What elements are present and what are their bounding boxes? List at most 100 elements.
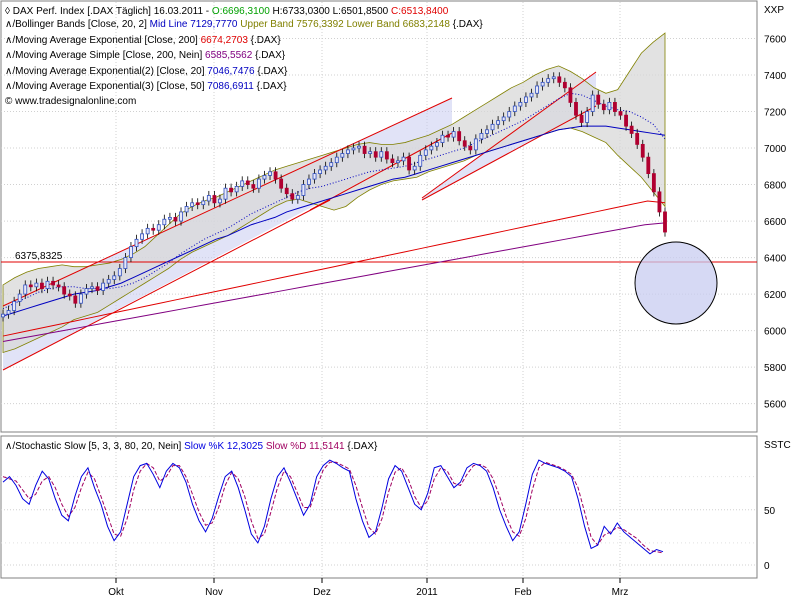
- candle: [568, 87, 573, 103]
- candle: [90, 286, 94, 290]
- y-tick-label: 6200: [764, 290, 787, 301]
- close-value: C:6513,8400: [391, 6, 449, 17]
- candle: [423, 149, 428, 156]
- stochastic-tick-label: 0: [764, 561, 770, 572]
- candle: [140, 233, 144, 240]
- x-tick-label: Feb: [514, 587, 532, 598]
- candle: [579, 114, 584, 123]
- candle: [651, 173, 656, 193]
- candle: [473, 138, 478, 151]
- channel-lower-line-1: [2, 199, 331, 371]
- support-line-label: 6375,8325: [15, 251, 63, 262]
- y-tick-label: 6600: [764, 217, 787, 228]
- candle: [112, 275, 117, 280]
- channel-upper-line-2: [421, 71, 597, 199]
- sma-200-line: [2, 222, 666, 343]
- candle: [524, 96, 528, 103]
- channel-upper-line-1: [2, 97, 453, 307]
- candle: [190, 202, 195, 207]
- candle: [240, 180, 245, 187]
- stochastic-tick-labels: 0 50: [764, 506, 776, 572]
- candle: [34, 282, 39, 288]
- candle: [329, 162, 334, 167]
- candle: [529, 92, 534, 98]
- candle: [268, 171, 272, 176]
- candle: [12, 300, 17, 311]
- candle: [457, 131, 462, 142]
- candle: [396, 160, 400, 164]
- candle: [307, 178, 311, 185]
- x-tick-label: 2011: [416, 587, 438, 598]
- candle: [156, 224, 161, 231]
- y-tick-label: 6400: [764, 254, 787, 265]
- candle: [368, 151, 373, 154]
- candle: [501, 116, 506, 122]
- candle: [535, 85, 539, 94]
- candle: [451, 131, 456, 138]
- candle: [646, 156, 651, 174]
- candle: [162, 218, 167, 226]
- legend-bollinger[interactable]: ∧/Bollinger Bands [Close, 20, 2] Mid Lin…: [5, 19, 483, 30]
- ema-50-line: [2, 125, 666, 317]
- candle: [106, 279, 111, 284]
- candle: [167, 217, 172, 220]
- candle: [1, 313, 5, 318]
- candle: [284, 187, 289, 195]
- x-tick-label: Mrz: [612, 587, 629, 598]
- y-tick-label: 7600: [764, 35, 787, 46]
- candle: [540, 81, 545, 87]
- candle: [607, 102, 612, 111]
- candle: [301, 184, 306, 196]
- candle: [479, 133, 484, 140]
- candle: [512, 105, 517, 112]
- y-tick-label: 7200: [764, 108, 787, 119]
- candle: [23, 284, 28, 295]
- candle: [618, 111, 623, 116]
- candle: [496, 120, 501, 125]
- collapse-icon[interactable]: ◊: [5, 6, 13, 17]
- y-tick-label: 5800: [764, 363, 787, 374]
- legend-ema-200[interactable]: ∧/Moving Average Exponential [Close, 200…: [5, 35, 281, 46]
- oscillator-content: [1, 437, 757, 577]
- stochastic-d-line: [2, 461, 664, 554]
- candle: [28, 284, 33, 288]
- candle: [334, 156, 339, 164]
- candle: [418, 154, 423, 167]
- candle: [101, 282, 106, 291]
- header-legend: ◊ DAX Perf. Index [.DAX Täglich] 16.03.2…: [5, 6, 483, 107]
- candle: [245, 180, 250, 185]
- candle: [40, 282, 44, 290]
- stochastic-legend[interactable]: ∧/Stochastic Slow [5, 3, 3, 80, 20, Nein…: [5, 441, 378, 452]
- channel-lower-line-2: [421, 105, 597, 201]
- chart-header: ◊ DAX Perf. Index [.DAX Täglich] 16.03.2…: [5, 6, 449, 17]
- low-value: L:6501,8500: [333, 6, 389, 17]
- candle: [601, 103, 606, 111]
- candle: [485, 129, 489, 134]
- legend-sma-200[interactable]: ∧/Moving Average Simple [Close, 200, Nei…: [5, 50, 286, 61]
- x-tick-label: Dez: [313, 587, 331, 598]
- x-tick-label: Okt: [108, 587, 124, 598]
- candle: [323, 165, 328, 171]
- candle: [384, 151, 389, 160]
- candle: [184, 206, 189, 213]
- candle: [62, 286, 67, 295]
- candle: [17, 293, 22, 302]
- legend-ema-20[interactable]: ∧/Moving Average Exponential(2) [Close, …: [5, 66, 288, 77]
- candle: [345, 149, 350, 154]
- y-tick-labels: 5600 5800 6000 6200 6400 6600 6800 7000 7200 7400…: [764, 35, 787, 411]
- candle: [351, 147, 356, 151]
- y-tick-label: 6800: [764, 181, 787, 192]
- legend-ema-50[interactable]: ∧/Moving Average Exponential(3) [Close, …: [5, 81, 287, 92]
- candle: [229, 187, 234, 193]
- candle: [279, 178, 284, 189]
- candle: [318, 169, 323, 174]
- copyright-icon: ©: [5, 96, 15, 107]
- y-tick-label: 5600: [764, 400, 787, 411]
- candle: [574, 102, 578, 116]
- candle: [663, 211, 667, 233]
- candle: [84, 288, 89, 295]
- candle: [251, 184, 256, 189]
- candle: [67, 293, 72, 297]
- bollinger-band: [2, 32, 666, 354]
- candle: [446, 134, 450, 138]
